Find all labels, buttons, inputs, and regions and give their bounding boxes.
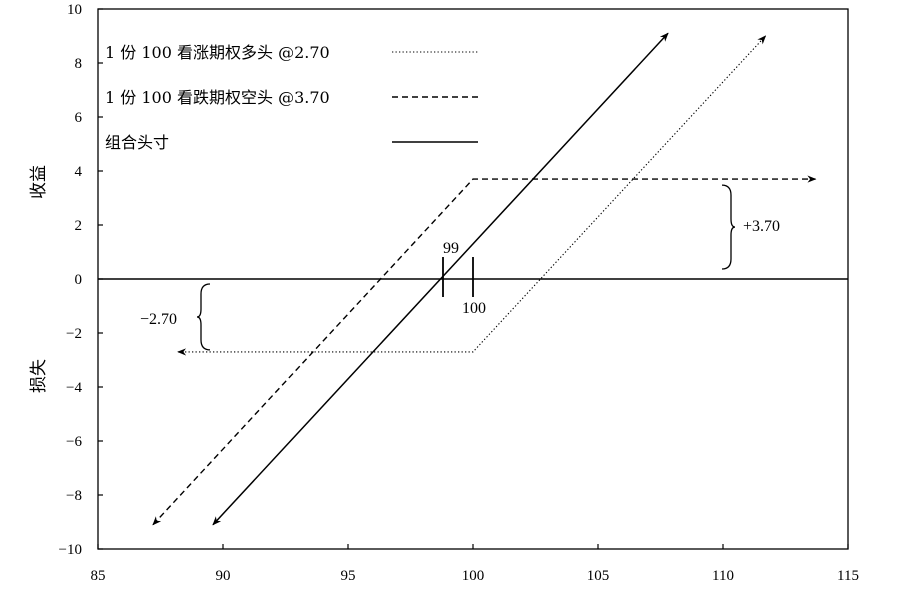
y-tick-label: −8 — [66, 488, 82, 504]
y-tick-label: 6 — [75, 110, 83, 126]
legend: 1 份 100 看涨期权多头 @2.70 1 份 100 看跌期权空头 @3.70… — [105, 43, 478, 152]
legend-label: 1 份 100 看涨期权多头 @2.70 — [105, 43, 330, 62]
label-minus-2-70: −2.70 — [140, 311, 177, 328]
x-tick-label: 100 — [462, 568, 485, 584]
series-line-solid — [212, 32, 669, 526]
series-group — [152, 32, 817, 526]
y-tick-label: 8 — [75, 56, 83, 72]
label-plus-3-70: +3.70 — [743, 218, 780, 235]
y-tick-label: 2 — [75, 218, 83, 234]
ticks-group: 10 8 6 4 2 0 −2 −4 −6 −8 −10 85 90 95 100 105 110 115 — [59, 2, 859, 584]
y-tick-label: −6 — [66, 434, 82, 450]
legend-label: 组合头寸 — [105, 133, 169, 152]
x-tick-label: 85 — [91, 568, 106, 584]
x-tick-label: 95 — [341, 568, 356, 584]
y-tick-label: −4 — [66, 380, 82, 396]
y-tick-label: −2 — [66, 326, 82, 342]
y-axis-title-bottom: 损失 — [29, 359, 49, 393]
label-99: 99 — [443, 240, 459, 257]
y-tick-label: −10 — [59, 542, 82, 558]
legend-label: 1 份 100 看跌期权空头 @3.70 — [105, 88, 330, 107]
y-tick-label: 10 — [67, 2, 82, 18]
y-tick-label: 0 — [75, 272, 83, 288]
annotations-group: 99 100 +3.70 −2.70 — [140, 184, 780, 351]
label-100: 100 — [462, 300, 486, 317]
y-axis-title-top: 收益 — [29, 165, 49, 199]
x-tick-label: 110 — [712, 568, 734, 584]
x-tick-label: 105 — [587, 568, 610, 584]
brace-minus — [196, 283, 211, 351]
x-tick-label: 115 — [837, 568, 859, 584]
y-tick-label: 4 — [75, 164, 83, 180]
brace-plus — [721, 184, 736, 270]
x-tick-label: 90 — [216, 568, 231, 584]
